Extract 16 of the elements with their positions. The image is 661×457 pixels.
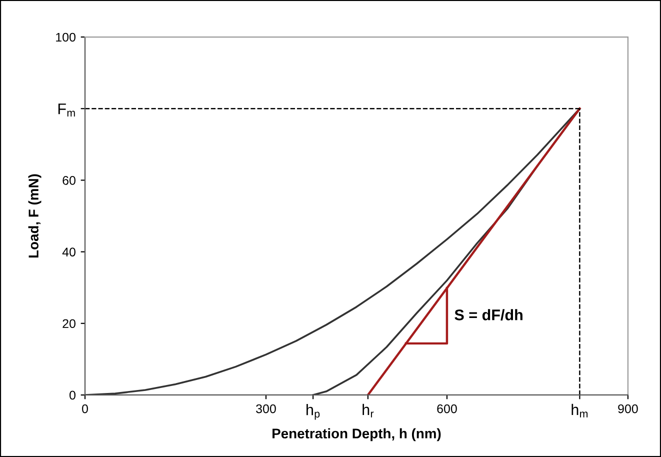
- x-tick-label: h$_{p}$: [306, 404, 320, 420]
- y-tick-label: 0: [70, 390, 76, 400]
- y-tick-label: F$_{m}$: [58, 104, 75, 117]
- x-tick-label: h$_{m}$: [572, 404, 588, 418]
- x-tick-label: 0: [82, 404, 88, 414]
- y-axis-title: Load, F (mN): [28, 174, 42, 258]
- y-tick-label: 100: [56, 32, 76, 42]
- x-tick-label: 600: [437, 404, 457, 414]
- x-tick-label: h$_{r}$: [362, 404, 374, 418]
- y-tick-label: 60: [62, 176, 76, 185]
- annotation: S = dF/dh: [454, 309, 522, 320]
- y-tick-label: 40: [62, 248, 76, 256]
- y-tick-label: 20: [62, 319, 76, 328]
- x-tick-label: 300: [256, 404, 276, 414]
- x-tick-label: 900: [618, 404, 638, 414]
- x-axis-title: Penetration Depth, h (nm): [272, 428, 441, 442]
